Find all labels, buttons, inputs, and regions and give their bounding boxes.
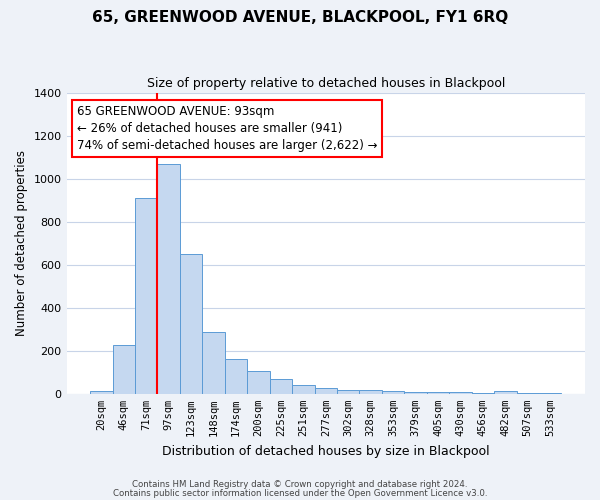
X-axis label: Distribution of detached houses by size in Blackpool: Distribution of detached houses by size … xyxy=(162,444,490,458)
Bar xyxy=(90,390,113,394)
Text: Contains HM Land Registry data © Crown copyright and database right 2024.: Contains HM Land Registry data © Crown c… xyxy=(132,480,468,489)
Bar xyxy=(180,254,202,394)
Bar xyxy=(269,379,292,394)
Bar xyxy=(427,392,449,394)
Bar xyxy=(472,392,494,394)
Bar xyxy=(157,164,180,394)
Bar xyxy=(449,392,472,394)
Bar xyxy=(202,332,225,394)
Bar xyxy=(314,388,337,394)
Bar xyxy=(359,390,382,394)
Text: 65, GREENWOOD AVENUE, BLACKPOOL, FY1 6RQ: 65, GREENWOOD AVENUE, BLACKPOOL, FY1 6RQ xyxy=(92,10,508,25)
Text: 65 GREENWOOD AVENUE: 93sqm
← 26% of detached houses are smaller (941)
74% of sem: 65 GREENWOOD AVENUE: 93sqm ← 26% of deta… xyxy=(77,105,377,152)
Bar xyxy=(337,390,359,394)
Title: Size of property relative to detached houses in Blackpool: Size of property relative to detached ho… xyxy=(146,78,505,90)
Bar xyxy=(517,392,539,394)
Bar xyxy=(113,346,135,394)
Text: Contains public sector information licensed under the Open Government Licence v3: Contains public sector information licen… xyxy=(113,489,487,498)
Bar xyxy=(382,391,404,394)
Bar xyxy=(247,371,269,394)
Bar xyxy=(539,392,562,394)
Y-axis label: Number of detached properties: Number of detached properties xyxy=(15,150,28,336)
Bar xyxy=(135,198,157,394)
Bar xyxy=(292,385,314,394)
Bar xyxy=(404,392,427,394)
Bar xyxy=(494,390,517,394)
Bar xyxy=(225,360,247,394)
